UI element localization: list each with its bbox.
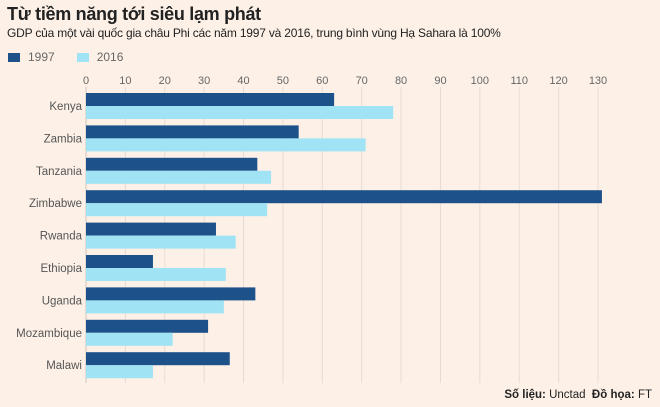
- bar-mozambique-1997: [86, 319, 209, 333]
- bar-zambia-1997: [86, 125, 299, 139]
- chart-subtitle: GDP của một vài quốc gia châu Phi các nă…: [7, 26, 501, 40]
- bar-ethiopia-1997: [86, 255, 153, 268]
- source-note: Số liệu: Unctad Đồ họa: FT: [504, 389, 652, 401]
- x-tick-label: 50: [277, 75, 289, 87]
- x-tick-label: 130: [589, 75, 607, 87]
- bar-rwanda-2016: [86, 235, 236, 249]
- graphic-label: Đồ họa:: [591, 389, 635, 401]
- bar-uganda-1997: [86, 287, 256, 301]
- bar-tanzania-2016: [86, 170, 272, 184]
- x-tick-label: 40: [237, 75, 249, 87]
- x-tick-label: 70: [356, 75, 368, 87]
- x-tick-label: 20: [159, 75, 171, 87]
- category-label: Ethiopia: [40, 263, 82, 275]
- chart-title: Từ tiềm năng tới siêu lạm phát: [7, 4, 261, 24]
- x-tick-label: 80: [395, 75, 407, 87]
- category-label: Rwanda: [40, 231, 83, 243]
- category-label: Tanzania: [36, 166, 83, 178]
- category-label: Zambia: [44, 133, 83, 145]
- legend-swatch-2016: [76, 52, 89, 62]
- x-tick-label: 30: [198, 75, 210, 87]
- x-tick-label: 10: [119, 75, 131, 87]
- category-label: Kenya: [49, 101, 82, 113]
- bar-rwanda-1997: [86, 222, 216, 236]
- x-tick-label: 90: [434, 75, 446, 87]
- legend: 1997 2016: [8, 50, 145, 64]
- bar-zimbabwe-2016: [86, 203, 268, 217]
- category-label: Malawi: [46, 360, 82, 372]
- x-tick-label: 60: [316, 75, 328, 87]
- category-label: Uganda: [42, 295, 83, 307]
- legend-label-1997: 1997: [28, 50, 55, 64]
- bar-mozambique-2016: [86, 332, 173, 346]
- x-tick-label: 0: [83, 75, 89, 87]
- category-label: Zimbabwe: [29, 198, 82, 210]
- category-label: Mozambique: [16, 328, 82, 340]
- bar-kenya-2016: [86, 106, 394, 119]
- x-tick-label: 100: [471, 75, 489, 87]
- bar-tanzania-1997: [86, 157, 258, 171]
- bar-kenya-1997: [86, 93, 335, 106]
- legend-swatch-1997: [8, 52, 20, 62]
- legend-label-2016: 2016: [96, 50, 124, 64]
- source-value: Unctad: [549, 389, 586, 401]
- graphic-value: FT: [637, 389, 652, 401]
- x-tick-label: 120: [549, 75, 567, 87]
- bar-zimbabwe-1997: [86, 190, 602, 204]
- bar-malawi-1997: [86, 352, 230, 366]
- x-tick-label: 110: [510, 75, 528, 87]
- bar-uganda-2016: [86, 300, 224, 314]
- bar-malawi-2016: [86, 365, 153, 379]
- bar-ethiopia-2016: [86, 268, 226, 281]
- source-label: Số liệu:: [504, 389, 546, 401]
- bar-zambia-2016: [86, 138, 366, 152]
